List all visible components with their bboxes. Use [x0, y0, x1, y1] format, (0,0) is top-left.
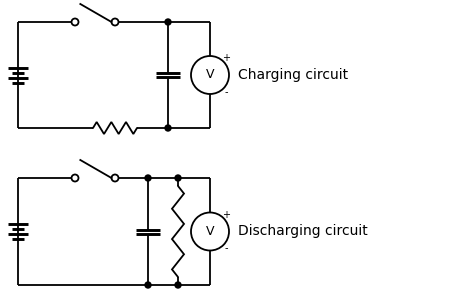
Circle shape: [175, 175, 181, 181]
Text: V: V: [206, 69, 214, 81]
Text: Discharging circuit: Discharging circuit: [238, 224, 368, 239]
Circle shape: [175, 282, 181, 288]
Circle shape: [71, 174, 79, 181]
Circle shape: [112, 19, 119, 26]
Circle shape: [165, 125, 171, 131]
Circle shape: [112, 174, 119, 181]
Circle shape: [145, 282, 151, 288]
Text: -: -: [224, 243, 228, 253]
Text: +: +: [222, 53, 230, 63]
Circle shape: [165, 19, 171, 25]
Circle shape: [191, 213, 229, 250]
Text: V: V: [206, 225, 214, 238]
Circle shape: [145, 175, 151, 181]
Circle shape: [191, 56, 229, 94]
Circle shape: [71, 19, 79, 26]
Text: +: +: [222, 210, 230, 220]
Text: -: -: [224, 87, 228, 97]
Text: Charging circuit: Charging circuit: [238, 68, 348, 82]
